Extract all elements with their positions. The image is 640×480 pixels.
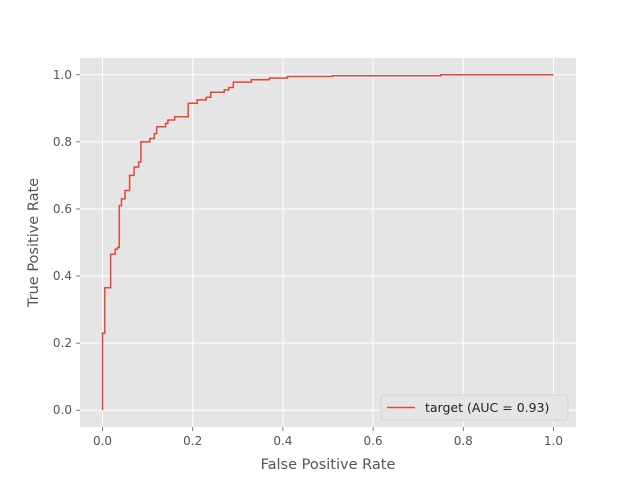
y-axis-label: True Positive Rate [26,178,42,308]
series-layer [101,74,554,411]
y-tick-label: 0.6 [53,202,72,216]
y-tick-label: 0.4 [53,269,72,283]
y-tick-label: 1.0 [53,68,72,82]
y-tick-label: 0.8 [53,135,72,149]
plot-area [80,58,576,427]
legend: target (AUC = 0.93) [380,394,569,421]
y-tick-label: 0.0 [53,403,72,417]
x-tick-label: 0.8 [454,434,473,448]
x-tick-label: 0.0 [93,434,112,448]
roc-curve-line [101,74,554,411]
x-tick-label: 1.0 [544,434,563,448]
grid-lines [80,58,576,427]
legend-label: target (AUC = 0.93) [425,400,549,415]
x-axis-label: False Positive Rate [261,457,396,473]
x-tick-label: 0.6 [364,434,383,448]
y-tick-label: 0.2 [53,336,72,350]
axis-ticks: 0.0 0.2 0.4 0.6 0.8 1.0 0.0 0.2 0.4 0.6 0.8 1.0 [53,68,563,448]
x-tick-label: 0.2 [183,434,202,448]
x-tick-label: 0.4 [273,434,292,448]
legend-box [380,394,569,421]
